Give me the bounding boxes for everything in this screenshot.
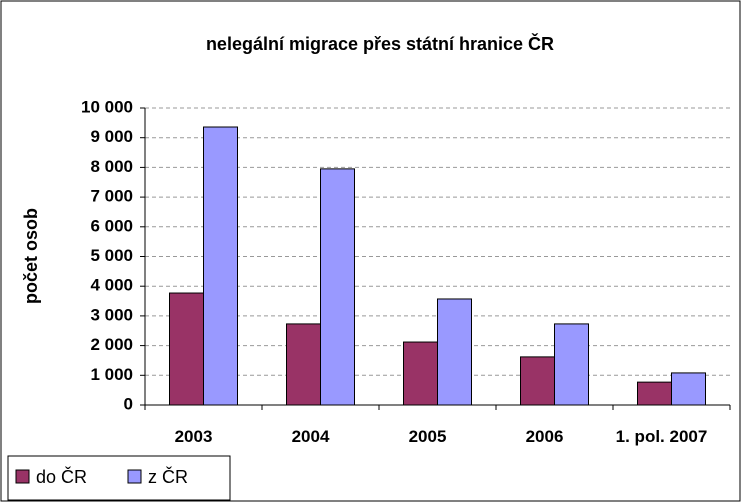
legend-label: do ČR [36,466,87,487]
chart-title: nelegální migrace přes státní hranice ČR [206,33,554,54]
bar [437,298,472,406]
y-tick-label: 6 000 [90,216,133,235]
bar [671,372,706,406]
y-tick-label: 1 000 [90,365,133,384]
bar [554,323,589,406]
bar [286,323,321,406]
bar [637,381,672,406]
y-tick-label: 3 000 [90,305,133,324]
x-tick-label: 2004 [291,427,330,446]
y-tick-label: 5 000 [90,246,133,265]
y-tick-label: 8 000 [90,157,133,176]
x-tick-label: 2006 [525,427,564,446]
legend-label: z ČR [148,466,188,487]
y-tick-label: 7 000 [90,187,133,206]
bar [203,126,238,406]
x-tick-label: 2005 [408,427,447,446]
legend-swatch [127,469,142,484]
legend-box [7,455,231,501]
y-axis-label: počet osob [21,208,41,304]
x-tick-label: 2003 [174,427,213,446]
bar [169,292,204,406]
legend-swatch [15,469,30,484]
bar [403,341,438,406]
y-tick-label: 9 000 [90,127,133,146]
bar [520,356,555,406]
y-tick-label: 10 000 [81,97,133,116]
y-tick-label: 4 000 [90,276,133,295]
y-tick-label: 2 000 [90,335,133,354]
bar [320,168,355,406]
x-tick-label: 1. pol. 2007 [615,427,708,446]
y-tick-label: 0 [124,394,133,413]
